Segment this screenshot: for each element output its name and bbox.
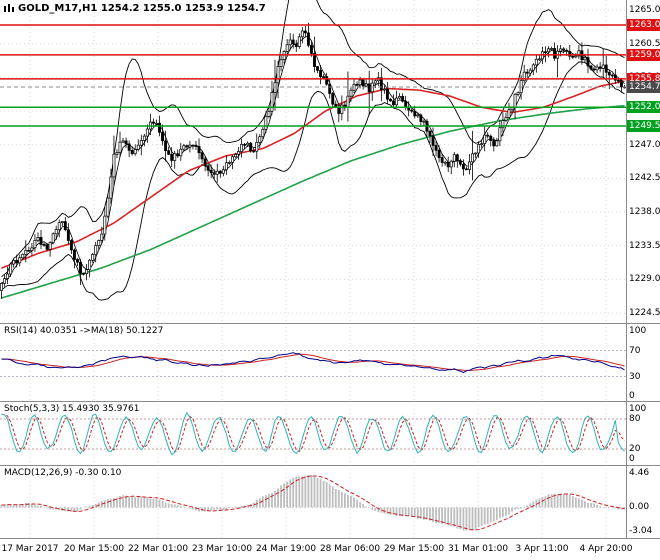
- price-axis[interactable]: 1265.01260.51256.01251.51247.01242.51238…: [626, 0, 660, 560]
- time-label: 3 Apr 11:00: [515, 544, 569, 554]
- support-level-badge: 1249.5: [627, 119, 660, 132]
- time-label: 20 Mar 15:00: [63, 544, 125, 554]
- price-tick: 1233.5: [629, 240, 660, 251]
- stoch-tick: 20: [629, 444, 641, 454]
- stochastic-indicator-chart[interactable]: [0, 401, 626, 465]
- macd-tick: -3.04: [629, 526, 653, 536]
- price-tick: 1247.0: [629, 139, 660, 150]
- time-label: 17 Mar 2017: [1, 544, 59, 554]
- stoch-tick: 100: [629, 404, 647, 414]
- price-tick: 1265.0: [629, 5, 660, 15]
- rsi-indicator-chart[interactable]: [0, 323, 626, 401]
- macd-tick: 4.46: [629, 468, 650, 478]
- panel-separator: [0, 323, 660, 324]
- chart-title: GOLD_M17,H1 1254.2 1255.0 1253.9 1254.7: [4, 3, 266, 14]
- macd-label: MACD(12,26,9) -0.30 0.10: [4, 468, 122, 478]
- price-tick: 1260.5: [629, 38, 660, 49]
- time-label: 23 Mar 10:00: [191, 544, 253, 554]
- stoch-label: Stoch(5,3,3) 15.4930 35.9761: [4, 404, 140, 414]
- time-label: 31 Mar 01:00: [447, 544, 509, 554]
- panel-separator: [0, 538, 660, 539]
- panel-separator: [0, 401, 660, 402]
- time-label: 22 Mar 01:00: [127, 544, 189, 554]
- rsi-label: RSI(14) 40.0351 ->MA(18) 50.1227: [4, 326, 164, 336]
- time-label: 4 Apr 20:00: [579, 544, 633, 554]
- rsi-tick: 100: [629, 326, 647, 336]
- macd-tick: 0.00: [629, 502, 650, 513]
- time-label: 28 Mar 06:00: [319, 544, 381, 554]
- macd-indicator-chart[interactable]: [0, 465, 626, 538]
- resistance-level-badge: 1259.0: [627, 48, 660, 61]
- main-price-chart[interactable]: [0, 0, 626, 323]
- price-tick: 1229.0: [629, 274, 660, 285]
- rsi-tick: 70: [629, 345, 641, 356]
- price-tick: 1238.0: [629, 207, 660, 217]
- stoch-tick: 80: [629, 414, 641, 424]
- current-price-badge: 1254.7: [627, 81, 660, 94]
- chart-icon: [4, 4, 14, 12]
- rsi-tick: 0: [629, 391, 635, 401]
- resistance-level-badge: 1263.0: [627, 18, 660, 31]
- rsi-tick: 30: [629, 371, 641, 382]
- time-label: 24 Mar 19:00: [255, 544, 317, 554]
- time-axis[interactable]: 17 Mar 2017 20 Mar 15:00 22 Mar 01:00 23 Ma…: [0, 538, 660, 560]
- stoch-tick: 0: [629, 454, 635, 464]
- price-tick: 1224.5: [629, 308, 660, 318]
- support-level-badge: 1252.0: [627, 101, 660, 114]
- chart-title-text: GOLD_M17,H1 1254.2 1255.0 1253.9 1254.7: [18, 3, 266, 14]
- price-tick: 1242.5: [629, 173, 660, 184]
- panel-separator: [0, 465, 660, 466]
- time-label: 29 Mar 15:00: [383, 544, 445, 554]
